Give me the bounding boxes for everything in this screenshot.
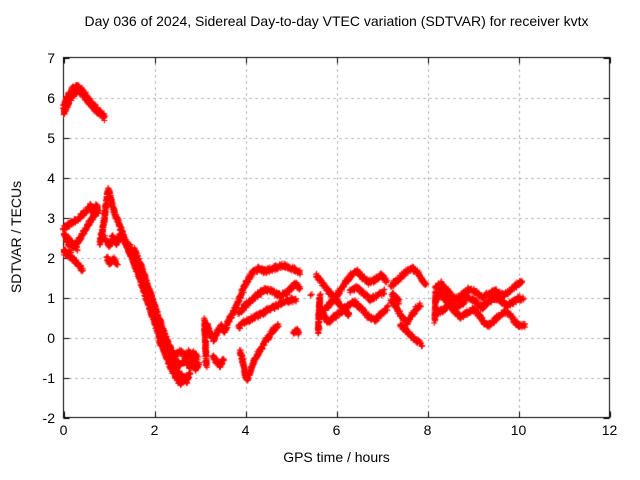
x-axis-label: GPS time / hours [283, 449, 390, 465]
x-tick-label: 12 [601, 422, 618, 438]
y-axis-label: SDTVAR / TECUs [8, 180, 24, 294]
y-tick-label: 3 [47, 209, 55, 226]
chart-title: Day 036 of 2024, Sidereal Day-to-day VTE… [84, 13, 589, 29]
y-tick-label: 4 [47, 169, 55, 186]
y-tick-label: -2 [42, 409, 55, 426]
y-tick-label: 0 [47, 329, 55, 346]
x-tick-label: 2 [150, 422, 159, 438]
y-tick-label: 5 [47, 129, 55, 146]
x-tick-label: 8 [423, 422, 432, 438]
y-tick-label: 1 [47, 289, 55, 306]
x-tick-label: 6 [332, 422, 341, 438]
x-tick-label: 4 [241, 422, 250, 438]
y-tick-label: 2 [47, 249, 55, 266]
y-tick-label: 6 [47, 89, 55, 106]
x-tick-label: 10 [510, 422, 527, 438]
y-tick-label: -1 [42, 369, 55, 386]
y-tick-label: 7 [47, 49, 55, 66]
x-tick-label: 0 [59, 422, 68, 438]
